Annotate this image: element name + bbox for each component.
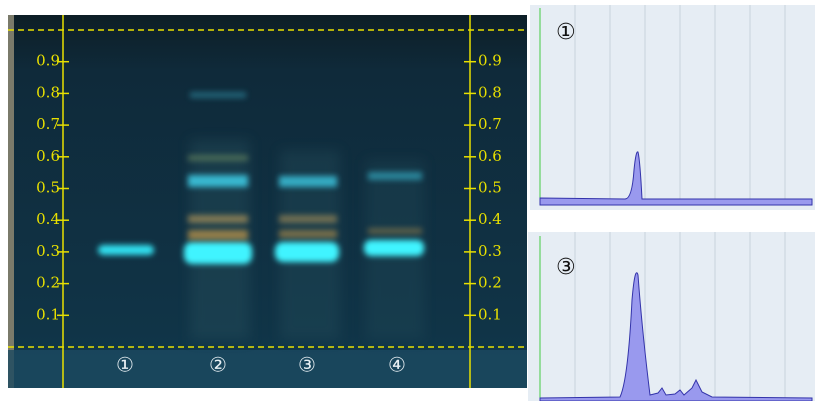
lane-label: ③ xyxy=(298,353,316,377)
tick-label: 0.1 xyxy=(478,305,502,323)
tick-label: 0.4 xyxy=(36,210,60,228)
tick-label: 0.5 xyxy=(478,179,502,197)
tick-label: 0.8 xyxy=(36,83,60,101)
tick-label: 0.5 xyxy=(36,179,60,197)
lane-label: ④ xyxy=(388,353,406,377)
densitogram-1: ① xyxy=(530,5,815,210)
tick-label: 0.2 xyxy=(36,274,60,292)
tick-label: 0.4 xyxy=(478,210,502,228)
tick-label: 0.6 xyxy=(36,147,60,165)
tick-label: 0.9 xyxy=(36,52,60,70)
tick-label: 0.7 xyxy=(478,115,502,133)
tick-label: 0.8 xyxy=(478,83,502,101)
tick-label: 0.3 xyxy=(36,242,60,260)
tick-label: 0.1 xyxy=(36,305,60,323)
lane-label: ① xyxy=(116,353,134,377)
tick-label: 0.7 xyxy=(36,115,60,133)
lane-label: ② xyxy=(209,353,227,377)
tick-label: 0.6 xyxy=(478,147,502,165)
tlc-plate xyxy=(8,15,527,388)
panel-label: ③ xyxy=(556,255,576,280)
tick-label: 0.2 xyxy=(478,274,502,292)
tick-label: 0.9 xyxy=(478,52,502,70)
densitogram-3: ③ xyxy=(528,232,815,401)
tick-label: 0.3 xyxy=(478,242,502,260)
panel-label: ① xyxy=(556,20,576,45)
